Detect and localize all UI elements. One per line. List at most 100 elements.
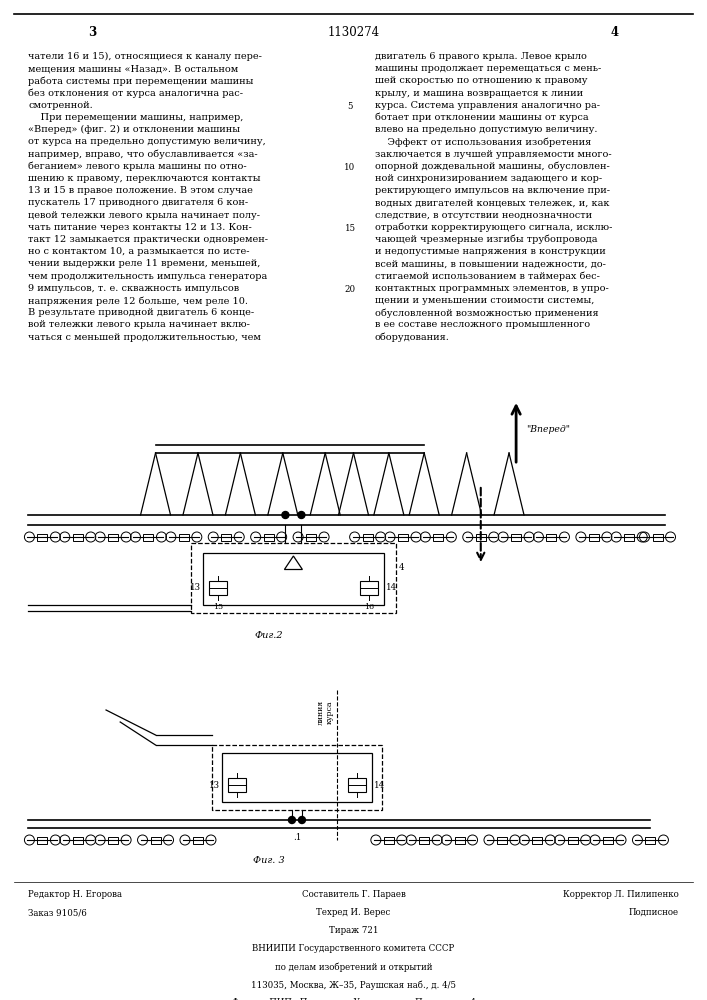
Text: 4: 4 bbox=[611, 26, 619, 39]
Bar bbox=[360, 581, 378, 595]
Bar bbox=[221, 534, 231, 540]
Bar bbox=[73, 534, 83, 540]
Bar bbox=[455, 836, 464, 844]
Text: смотренной.: смотренной. bbox=[28, 101, 93, 110]
Text: .1: .1 bbox=[293, 833, 301, 842]
Circle shape bbox=[288, 816, 296, 824]
Text: Составитель Г. Параев: Составитель Г. Параев bbox=[302, 890, 405, 899]
Bar bbox=[191, 543, 396, 613]
Text: например, вправо, что обуславливается «за-: например, вправо, что обуславливается «з… bbox=[28, 150, 258, 159]
Text: стигаемой использованием в таймерах бес-: стигаемой использованием в таймерах бес- bbox=[375, 272, 600, 281]
Text: чем продолжительность импульса генератора: чем продолжительность импульса генератор… bbox=[28, 272, 267, 281]
Bar bbox=[547, 534, 556, 540]
Text: 13: 13 bbox=[209, 780, 220, 790]
Text: работа системы при перемещении машины: работа системы при перемещении машины bbox=[28, 76, 254, 86]
Text: ботает при отклонении машины от курса: ботает при отклонении машины от курса bbox=[375, 113, 588, 122]
Text: Филиал ПИП «Патент», г. Ужгород, ул. Проектная, 4: Филиал ПИП «Патент», г. Ужгород, ул. Про… bbox=[232, 998, 475, 1000]
Text: Техред И. Верес: Техред И. Верес bbox=[316, 908, 391, 917]
Text: «Вперед» (фиг. 2) и отклонении машины: «Вперед» (фиг. 2) и отклонении машины bbox=[28, 125, 240, 134]
Text: мещения машины «Назад». В остальном: мещения машины «Назад». В остальном bbox=[28, 64, 238, 73]
Text: такт 12 замыкается практически одновремен-: такт 12 замыкается практически одновреме… bbox=[28, 235, 268, 244]
Text: заключается в лучшей управляемости много-: заключается в лучшей управляемости много… bbox=[375, 150, 612, 159]
Text: Подписное: Подписное bbox=[629, 908, 679, 917]
Bar bbox=[348, 778, 366, 792]
Text: от курса на предельно допустимую величину,: от курса на предельно допустимую величин… bbox=[28, 137, 266, 146]
Text: Фиг.2: Фиг.2 bbox=[255, 631, 283, 640]
Text: линия
курса: линия курса bbox=[317, 700, 334, 725]
Bar bbox=[179, 534, 189, 540]
Text: пускатель 17 приводного двигателя 6 кон-: пускатель 17 приводного двигателя 6 кон- bbox=[28, 198, 248, 207]
Bar bbox=[228, 778, 246, 792]
Text: и недопустимые напряжения в конструкции: и недопустимые напряжения в конструкции bbox=[375, 247, 605, 256]
Text: Фиг. 3: Фиг. 3 bbox=[253, 856, 284, 865]
Bar bbox=[209, 581, 227, 595]
Text: двигатель 6 правого крыла. Левое крыло: двигатель 6 правого крыла. Левое крыло bbox=[375, 52, 587, 61]
Circle shape bbox=[298, 816, 305, 824]
Text: 14: 14 bbox=[386, 584, 397, 592]
Bar bbox=[398, 534, 408, 540]
Bar bbox=[108, 836, 118, 844]
Text: опорной дождевальной машины, обусловлен-: опорной дождевальной машины, обусловлен- bbox=[375, 162, 609, 171]
Text: При перемещении машины, например,: При перемещении машины, например, bbox=[28, 113, 244, 122]
Text: вой тележки левого крыла начинает вклю-: вой тележки левого крыла начинает вклю- bbox=[28, 320, 250, 329]
Bar bbox=[222, 753, 372, 802]
Bar bbox=[497, 836, 507, 844]
Bar bbox=[363, 534, 373, 540]
Text: следствие, в отсутствии неоднозначности: следствие, в отсутствии неоднозначности bbox=[375, 211, 592, 220]
Bar bbox=[212, 745, 382, 810]
Text: 20: 20 bbox=[344, 285, 356, 294]
Text: чать питание через контакты 12 и 13. Кон-: чать питание через контакты 12 и 13. Кон… bbox=[28, 223, 252, 232]
Text: по делам изобретений и открытий: по делам изобретений и открытий bbox=[275, 962, 432, 972]
Bar bbox=[306, 534, 316, 540]
Bar bbox=[108, 534, 118, 540]
Bar bbox=[384, 836, 394, 844]
Bar bbox=[653, 534, 662, 540]
Circle shape bbox=[282, 512, 289, 518]
Text: Редактор Н. Егорова: Редактор Н. Егорова bbox=[28, 890, 122, 899]
Bar bbox=[645, 836, 655, 844]
Text: Эффект от использования изобретения: Эффект от использования изобретения bbox=[375, 137, 591, 147]
Text: ной синхронизированием задающего и кор-: ной синхронизированием задающего и кор- bbox=[375, 174, 602, 183]
Bar bbox=[419, 836, 429, 844]
Bar bbox=[433, 534, 443, 540]
Text: ректирующего импульсов на включение при-: ректирующего импульсов на включение при- bbox=[375, 186, 609, 195]
Text: 4: 4 bbox=[399, 564, 404, 572]
Text: цевой тележки левого крыла начинает полу-: цевой тележки левого крыла начинает полу… bbox=[28, 211, 260, 220]
Text: чаться с меньшей продолжительностью, чем: чаться с меньшей продолжительностью, чем bbox=[28, 333, 261, 342]
Text: водных двигателей концевых тележек, и, как: водных двигателей концевых тележек, и, к… bbox=[375, 198, 609, 207]
Text: контактных программных элементов, в упро-: контактных программных элементов, в упро… bbox=[375, 284, 609, 293]
Text: Корректор Л. Пилипенко: Корректор Л. Пилипенко bbox=[563, 890, 679, 899]
Text: "Вперед": "Вперед" bbox=[526, 426, 570, 434]
Text: 9 импульсов, т. е. скважность импульсов: 9 импульсов, т. е. скважность импульсов bbox=[28, 284, 240, 293]
Text: 13: 13 bbox=[190, 584, 201, 592]
Bar bbox=[73, 836, 83, 844]
Bar bbox=[589, 534, 599, 540]
Bar bbox=[603, 836, 613, 844]
Text: отработки корректирующего сигнала, исклю-: отработки корректирующего сигнала, исклю… bbox=[375, 223, 612, 232]
Bar bbox=[624, 534, 634, 540]
Bar bbox=[511, 534, 521, 540]
Text: 14: 14 bbox=[374, 780, 385, 790]
Bar bbox=[144, 534, 153, 540]
Text: беганием» левого крыла машины по отно-: беганием» левого крыла машины по отно- bbox=[28, 162, 247, 171]
Text: шей скоростью по отношению к правому: шей скоростью по отношению к правому bbox=[375, 76, 588, 85]
Text: 1130274: 1130274 bbox=[327, 26, 380, 39]
Text: чающей чрезмерные изгибы трубопровода: чающей чрезмерные изгибы трубопровода bbox=[375, 235, 597, 244]
Text: 16: 16 bbox=[364, 603, 374, 611]
Text: машины продолжает перемещаться с мень-: машины продолжает перемещаться с мень- bbox=[375, 64, 601, 73]
Text: 15: 15 bbox=[344, 224, 356, 233]
Text: шению к правому, переключаются контакты: шению к правому, переключаются контакты bbox=[28, 174, 261, 183]
Text: В результате приводной двигатель 6 конце-: В результате приводной двигатель 6 конце… bbox=[28, 308, 255, 317]
Text: ВНИИПИ Государственного комитета СССР: ВНИИПИ Государственного комитета СССР bbox=[252, 944, 455, 953]
Bar bbox=[193, 836, 203, 844]
Text: крылу, и машина возвращается к линии: крылу, и машина возвращается к линии bbox=[375, 89, 583, 98]
Bar bbox=[568, 836, 578, 844]
Text: 5: 5 bbox=[347, 102, 353, 111]
Bar bbox=[532, 836, 542, 844]
Text: влево на предельно допустимую величину.: влево на предельно допустимую величину. bbox=[375, 125, 597, 134]
Text: обусловленной возможностью применения: обусловленной возможностью применения bbox=[375, 308, 598, 318]
Bar bbox=[151, 836, 160, 844]
Circle shape bbox=[298, 512, 305, 518]
Text: чатели 16 и 15), относящиеся к каналу пере-: чатели 16 и 15), относящиеся к каналу пе… bbox=[28, 52, 262, 61]
Text: 3: 3 bbox=[88, 26, 96, 39]
